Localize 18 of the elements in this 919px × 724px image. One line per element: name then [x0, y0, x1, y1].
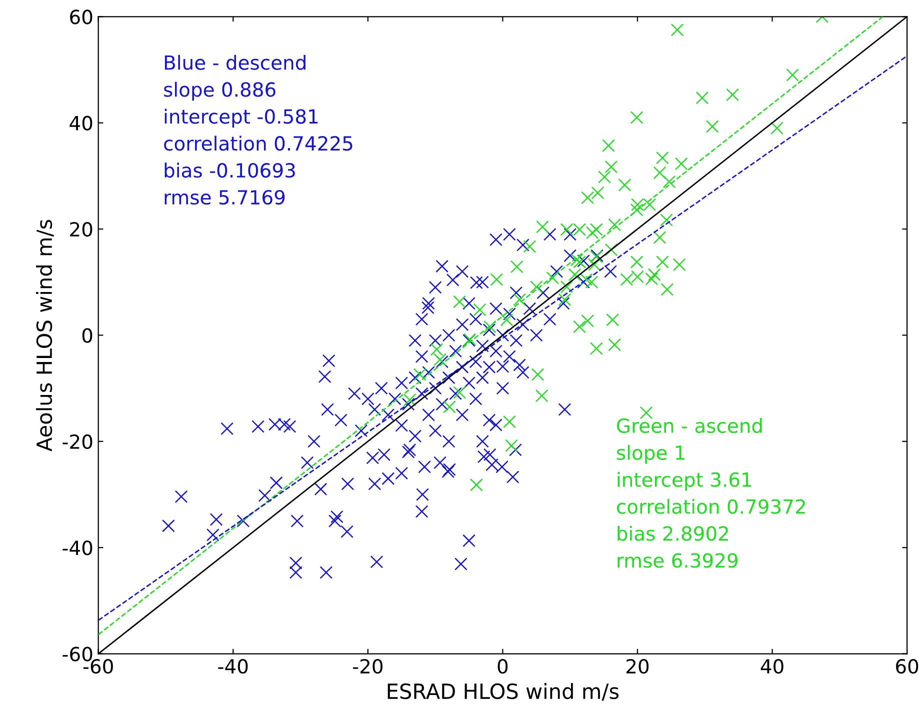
y-tick-label: 0 [82, 328, 92, 343]
x-tick-label: -40 [218, 658, 248, 674]
y-axis-title: Aeolus HLOS wind m/s [36, 220, 54, 452]
x-axis-title: ESRAD HLOS wind m/s [388, 683, 619, 701]
annotation: Blue - descend slope 0.886 intercept -0.581 correlation 0.74225 bias -0.10693 rmse 5.7169 [164, 54, 352, 205]
x-tick-label: -60 [83, 658, 113, 674]
x-tick-label: -20 [352, 658, 382, 674]
y-tick-label: 20 [70, 222, 92, 237]
x-tick-label: 60 [896, 658, 918, 674]
y-tick-label: -20 [62, 434, 92, 450]
y-tick-label: -60 [62, 646, 92, 662]
y-tick-label: -40 [62, 540, 92, 556]
annotation: Green - ascend slope 1 intercept 3.61 correlation 0.79372 bias 2.8902 rmse 6.3929 [616, 418, 805, 568]
y-tick-label: 40 [70, 116, 92, 131]
x-tick-label: 40 [760, 658, 784, 674]
x-tick-label: 0 [498, 658, 508, 674]
y-tick-label: 60 [70, 10, 92, 24]
x-tick-label: 20 [626, 658, 649, 674]
